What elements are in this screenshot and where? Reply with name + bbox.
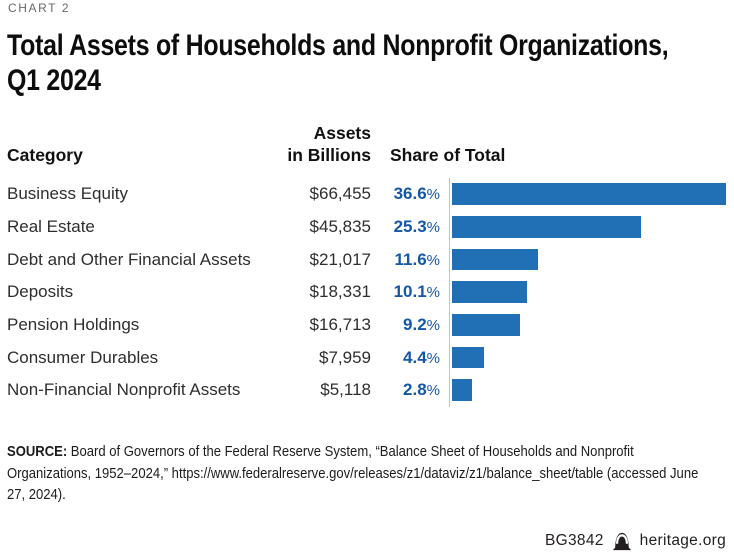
bar-cell [449, 373, 734, 407]
percent-sign: % [426, 186, 440, 204]
share-cell: 9.2% [371, 315, 440, 335]
page-title: Total Assets of Households and Nonprofit… [7, 28, 734, 98]
share-cell: 10.1% [371, 282, 440, 302]
share-value: 2.8 [403, 380, 427, 400]
source-note: SOURCE: Board of Governors of the Federa… [7, 441, 716, 506]
page-title-line-2: Q1 2024 [7, 64, 101, 97]
source-label: SOURCE: [7, 443, 68, 460]
share-cell: 11.6% [371, 249, 441, 270]
category-cell: Debt and Other Financial Assets [7, 249, 251, 269]
share-value: 4.4 [403, 347, 427, 367]
share-value: 10.1 [393, 282, 427, 302]
category-cell: Non-Financial Nonprofit Assets [7, 380, 241, 400]
source-text: Board of Governors of the Federal Reserv… [7, 443, 699, 504]
percent-sign: % [426, 316, 440, 334]
share-cell: 4.4% [371, 348, 440, 368]
category-cell: Business Equity [7, 184, 128, 204]
bar [451, 216, 641, 238]
assets-cell: $5,118 [320, 380, 371, 400]
column-header-assets: Assets in Billions [240, 122, 371, 166]
bar-cell [449, 243, 734, 276]
liberty-bell-icon [611, 531, 633, 551]
column-header-category: Category [7, 145, 83, 165]
share-value: 36.6 [393, 184, 427, 204]
percent-sign: % [426, 349, 440, 367]
percent-sign: % [426, 218, 440, 236]
chart-number-label: CHART 2 [8, 1, 71, 15]
percent-sign: % [426, 284, 440, 302]
share-value: 9.2 [403, 314, 427, 334]
bar [451, 314, 521, 336]
assets-cell: $45,835 [309, 216, 371, 236]
share-cell: 25.3% [371, 217, 440, 237]
table-row: Consumer Durables $7,959 4.4% [0, 341, 734, 374]
assets-cell: $66,455 [309, 184, 371, 204]
table-row: Real Estate $45,835 25.3% [0, 210, 734, 244]
assets-cell: $16,713 [309, 314, 371, 334]
bar [451, 183, 726, 206]
assets-cell: $21,017 [309, 249, 371, 269]
page-title-line-1: Total Assets of Households and Nonprofit… [7, 29, 669, 62]
bar-cell [449, 341, 734, 374]
report-id: BG3842 [544, 532, 604, 549]
share-value: 11.6 [394, 249, 427, 269]
table-row: Debt and Other Financial Assets $21,017 … [0, 243, 734, 276]
share-cell: 36.6% [371, 184, 440, 204]
column-header-share: Share of Total [390, 145, 506, 165]
column-header-assets-line-2: in Billions [287, 145, 371, 165]
bar-table: Business Equity $66,455 36.6% Real Estat… [0, 178, 734, 407]
share-value: 25.3 [393, 216, 427, 236]
category-cell: Pension Holdings [7, 314, 140, 334]
table-row: Non-Financial Nonprofit Assets $5,118 2.… [0, 373, 734, 407]
bar [451, 248, 539, 271]
bar [451, 379, 473, 402]
category-cell: Consumer Durables [7, 347, 159, 367]
assets-cell: $18,331 [309, 282, 371, 302]
bar-cell [449, 275, 734, 309]
share-cell: 2.8% [371, 380, 440, 400]
bar-cell [449, 308, 734, 342]
percent-sign: % [426, 251, 440, 269]
bar-cell [449, 178, 734, 211]
category-cell: Real Estate [7, 216, 95, 236]
table-row: Business Equity $66,455 36.6% [0, 178, 734, 211]
column-header-assets-line-1: Assets [313, 123, 371, 143]
footer: BG3842 heritage.org [545, 531, 726, 551]
table-row: Pension Holdings $16,713 9.2% [0, 308, 734, 342]
category-cell: Deposits [7, 282, 74, 302]
assets-cell: $7,959 [319, 347, 371, 367]
bar [451, 281, 528, 304]
bar [451, 346, 485, 369]
site-name: heritage.org [639, 532, 726, 549]
percent-sign: % [426, 382, 440, 400]
table-row: Deposits $18,331 10.1% [0, 275, 734, 309]
bar-cell [449, 210, 734, 244]
